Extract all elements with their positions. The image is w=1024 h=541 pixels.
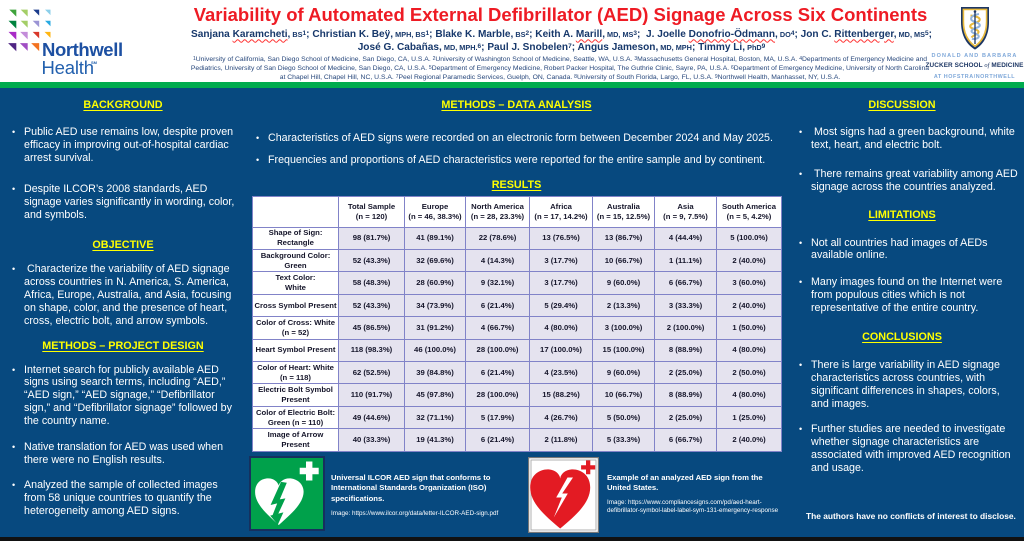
svg-text:SM: SM <box>91 60 98 65</box>
svg-text:Northwell: Northwell <box>42 39 123 60</box>
svg-text:Health: Health <box>42 57 94 78</box>
